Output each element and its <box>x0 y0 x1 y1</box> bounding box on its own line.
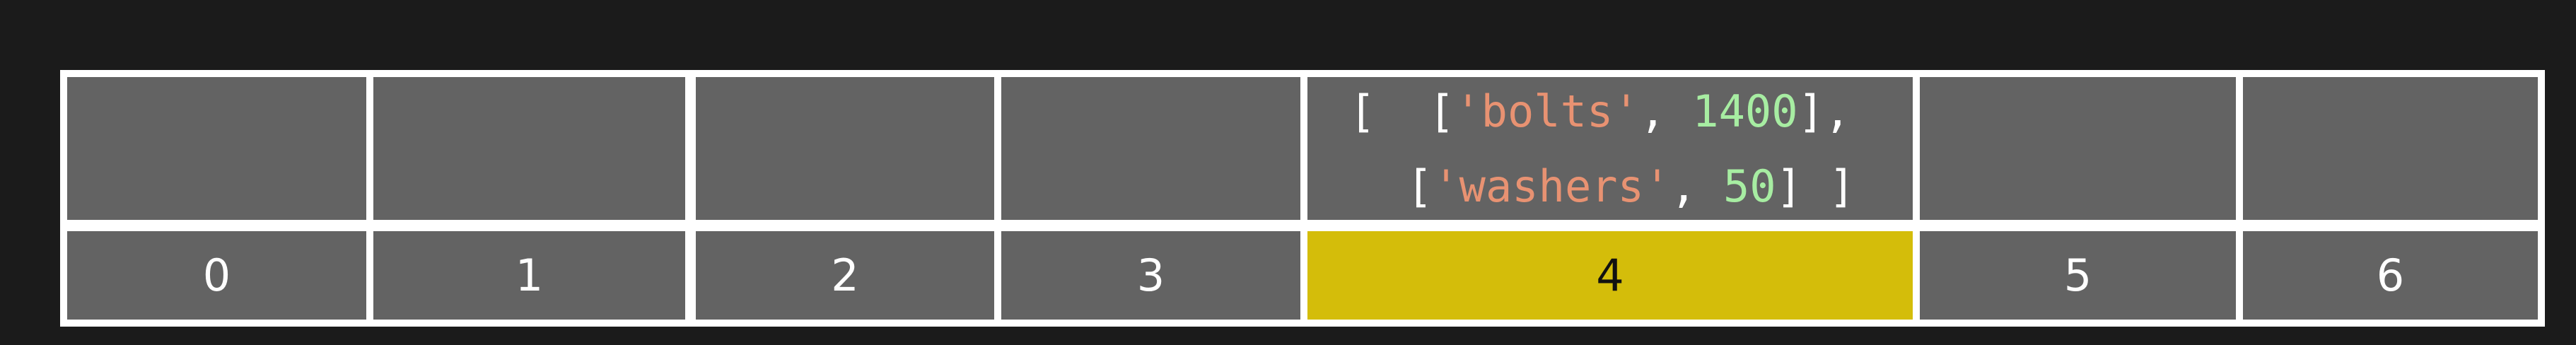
bucket-1 <box>373 77 685 220</box>
bucket-3 <box>1001 77 1300 220</box>
index-label: 0 <box>67 231 366 320</box>
bucket-4-entry-bolts: [ ['bolts', 1400], <box>1349 90 1851 134</box>
outer-close-bracket: ] <box>1829 160 1855 212</box>
bucket-6 <box>2243 77 2538 220</box>
entry-key: 'bolts' <box>1455 86 1640 137</box>
index-label-highlighted: 4 <box>1307 231 1913 320</box>
index-label: 3 <box>1001 231 1300 320</box>
inner-open-bracket: [ <box>1428 86 1455 137</box>
index-label: 2 <box>696 231 994 320</box>
entry-separator: , <box>1670 160 1697 212</box>
entry-value: 1400 <box>1692 86 1798 137</box>
outer-open-bracket: [ <box>1349 86 1376 137</box>
index-label: 5 <box>1920 231 2236 320</box>
entry-key: 'washers' <box>1433 160 1671 212</box>
bucket-5 <box>1920 77 2236 220</box>
inner-open-bracket: [ <box>1406 160 1433 212</box>
bucket-0 <box>67 77 366 220</box>
inner-close-bracket: ] <box>1776 160 1802 212</box>
index-label: 6 <box>2243 231 2538 320</box>
entry-separator: , <box>1639 86 1666 137</box>
entry-value: 50 <box>1723 160 1776 212</box>
index-label: 1 <box>373 231 685 320</box>
inner-close-bracket: ], <box>1797 86 1851 137</box>
bucket-4: [ ['bolts', 1400], ['washers', 50] ] <box>1307 77 1913 220</box>
bucket-4-entry-washers: ['washers', 50] ] <box>1406 165 1855 209</box>
hash-table: [ ['bolts', 1400], ['washers', 50] ] 0 1… <box>60 70 2545 327</box>
bucket-2 <box>696 77 994 220</box>
